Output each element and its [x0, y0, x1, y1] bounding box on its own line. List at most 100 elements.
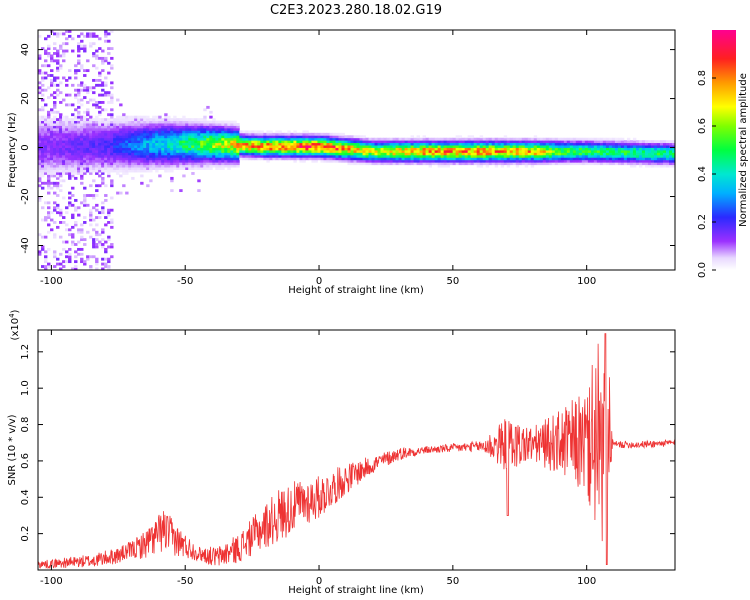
spectrogram-cell: [581, 145, 586, 148]
spectrogram-cell: [230, 135, 234, 139]
spectrogram-cell: [56, 145, 60, 148]
spectrogram-cell: [362, 162, 366, 166]
spectrogram-cell: [326, 157, 330, 161]
spectrogram-cell: [326, 154, 330, 158]
spectrogram-cell: [437, 162, 442, 166]
spectrogram-cell: [59, 145, 63, 148]
spectrogram-cell: [650, 154, 655, 158]
spectrogram-cell: [98, 140, 102, 144]
spectrogram-cell: [341, 150, 345, 153]
spectrogram-cell: [86, 169, 90, 173]
spectrogram-cell: [80, 98, 84, 102]
spectrogram-cell: [485, 162, 490, 166]
spectrogram-cell: [44, 125, 48, 129]
spectrogram-cell: [203, 152, 207, 156]
spectrogram-cell: [137, 123, 141, 126]
spectrogram-cell: [500, 154, 505, 158]
spectrogram-cell: [392, 159, 396, 163]
spectrogram-cell: [104, 184, 108, 188]
spectrogram-cell: [110, 221, 114, 224]
spectrogram-cell: [209, 115, 213, 119]
spectrogram-cell: [314, 147, 318, 151]
spectrogram-cell: [152, 162, 156, 166]
spectrogram-cell: [53, 110, 57, 114]
spectrogram-cell: [95, 216, 99, 219]
spectrogram-cell: [197, 125, 201, 129]
spectrogram-cell: [461, 147, 466, 151]
spectrogram-cell: [110, 120, 114, 124]
spectrogram-cell: [395, 152, 399, 156]
spectrogram-cell: [59, 32, 63, 36]
spectrogram-cell: [569, 154, 574, 158]
spectrogram-cell: [206, 142, 210, 146]
spectrogram-cell: [512, 137, 517, 141]
spectrogram-cell: [269, 137, 273, 141]
spectrogram-cell: [179, 120, 183, 124]
spectrogram-cell: [110, 196, 114, 200]
spectrogram-cell: [131, 162, 135, 166]
spectrogram-cell: [83, 69, 87, 73]
spectrogram-cell: [179, 150, 183, 153]
spectrogram-cell: [548, 159, 553, 163]
spectrogram-cell: [95, 208, 99, 212]
spectrogram-cell: [668, 147, 673, 151]
spectrogram-cell: [365, 150, 369, 153]
spectrogram-cell: [485, 150, 490, 153]
spectrogram-cell: [512, 154, 517, 158]
spectrogram-cell: [503, 152, 508, 156]
spectrogram-cell: [182, 159, 186, 163]
spectrogram-cell: [242, 137, 246, 141]
spectrogram-cell: [293, 137, 297, 141]
spectrogram-cell: [68, 191, 72, 195]
spectrogram-cell: [326, 147, 330, 151]
spectrogram-cell: [635, 140, 640, 144]
spectrogram-cell: [197, 140, 201, 144]
spectrogram-cell: [623, 152, 628, 156]
spectrogram-cell: [275, 145, 279, 148]
spectrogram-cell: [407, 142, 411, 146]
spectrogram-cell: [47, 172, 51, 175]
spectrogram-cell: [44, 216, 48, 219]
spectrogram-cell: [119, 150, 123, 153]
spectrogram-cell: [344, 147, 348, 151]
spectrogram-cell: [218, 125, 222, 129]
spectrogram-cell: [104, 120, 108, 124]
spectrogram-cell: [47, 157, 51, 161]
spectrogram-cell: [506, 152, 511, 156]
spectrogram-cell: [320, 159, 324, 163]
spectrogram-cell: [158, 127, 162, 131]
spectrogram-cell: [275, 130, 279, 134]
spectrogram-cell: [200, 132, 204, 136]
spectrogram-cell: [521, 154, 526, 158]
spectrogram-cell: [146, 169, 150, 173]
spectrogram-cell: [197, 135, 201, 139]
spectrogram-cell: [53, 83, 57, 87]
spectrogram-cell: [113, 137, 117, 141]
spectrogram-cell: [77, 172, 81, 175]
spectrogram-cell: [251, 130, 255, 134]
spectrogram-cell: [584, 145, 589, 148]
spectrogram-cell: [302, 142, 306, 146]
spectrogram-cell: [278, 142, 282, 146]
spectrogram-cell: [98, 132, 102, 136]
spectrogram-cell: [410, 147, 414, 151]
spectrogram-cell: [650, 140, 655, 144]
spectrogram-cell: [482, 152, 487, 156]
spectrogram-cell: [623, 145, 628, 148]
spectrogram-cell: [176, 159, 180, 163]
spectrogram-cell: [314, 140, 318, 144]
spectrogram-cell: [401, 147, 405, 151]
spectrogram-cell: [80, 81, 84, 85]
spectrogram-cell: [140, 169, 144, 173]
spectrogram-cell: [128, 164, 132, 168]
spectrogram-cell: [38, 233, 42, 237]
spectrogram-cell: [653, 140, 658, 144]
spectrogram-cell: [386, 159, 390, 163]
spectrogram-cell: [74, 152, 78, 156]
spectrogram-cell: [476, 162, 481, 166]
spectrogram-cell: [38, 86, 42, 90]
spectrogram-cell: [98, 101, 102, 104]
spectrogram-cell: [413, 147, 417, 151]
spectrogram-cell: [59, 115, 63, 119]
spectrogram-cell: [74, 93, 78, 97]
